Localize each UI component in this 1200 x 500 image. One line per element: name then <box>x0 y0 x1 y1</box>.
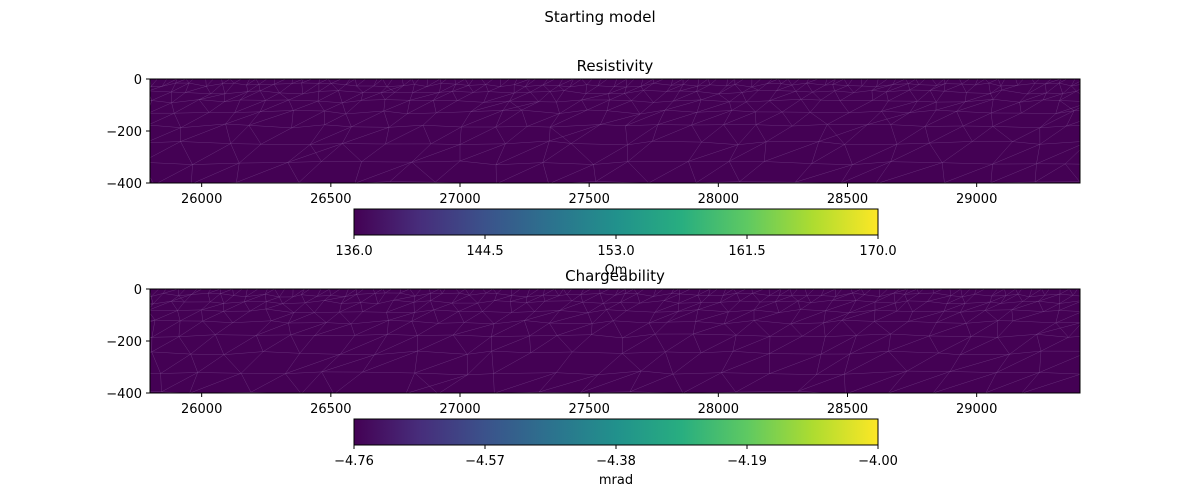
resistivity-colorbar-tick-label: 144.5 <box>466 244 503 259</box>
resistivity-mesh <box>150 79 1080 183</box>
resistivity-xtick-label: 27000 <box>439 192 480 207</box>
resistivity-ytick-label: −200 <box>106 125 142 140</box>
resistivity-colorbar <box>353 208 879 236</box>
resistivity-panel: Resistivity 26000 26500 27000 27500 28000 2850… <box>106 57 1081 278</box>
resistivity-xtick-label: 29000 <box>956 192 997 207</box>
chargeability-xtick-label: 28000 <box>698 402 739 417</box>
chargeability-colorbar-tick-label: −4.76 <box>334 454 374 469</box>
resistivity-xtick-label: 26500 <box>310 192 351 207</box>
chargeability-colorbar-tick-label: −4.00 <box>858 454 898 469</box>
chargeability-colorbar <box>353 418 879 446</box>
resistivity-colorbar-tick-label: 136.0 <box>335 244 372 259</box>
chargeability-colorbar-tick-label: −4.38 <box>596 454 636 469</box>
chargeability-colorbar-tick-label: −4.19 <box>727 454 767 469</box>
resistivity-xtick-label: 27500 <box>568 192 609 207</box>
chargeability-xtick-label: 28500 <box>827 402 868 417</box>
resistivity-title: Resistivity <box>577 57 654 75</box>
resistivity-field <box>150 79 1080 183</box>
resistivity-xtick-label: 26000 <box>181 192 222 207</box>
figure-title: Starting model <box>544 8 655 26</box>
chargeability-field <box>150 289 1080 393</box>
resistivity-colorbar-tick-label: 170.0 <box>859 244 896 259</box>
chargeability-xtick-label: 27500 <box>568 402 609 417</box>
chargeability-colorbar-label: mrad <box>599 473 633 488</box>
chargeability-xtick-label: 29000 <box>956 402 997 417</box>
resistivity-ytick-label: 0 <box>134 73 142 88</box>
resistivity-xtick-label: 28500 <box>827 192 868 207</box>
resistivity-colorbar-tick-label: 161.5 <box>728 244 765 259</box>
resistivity-xtick-label: 28000 <box>698 192 739 207</box>
resistivity-ytick-label: −400 <box>106 177 142 192</box>
chargeability-xtick-label: 27000 <box>439 402 480 417</box>
resistivity-colorbar-tick-label: 153.0 <box>597 244 634 259</box>
chargeability-ytick-label: −400 <box>106 387 142 402</box>
chargeability-ytick-label: −200 <box>106 335 142 350</box>
chargeability-panel: Chargeability 26000 26500 27000 27500 28000 28… <box>106 267 1081 488</box>
chargeability-ytick-label: 0 <box>134 283 142 298</box>
chargeability-xtick-label: 26500 <box>310 402 351 417</box>
resistivity-colorbar-label: Ωm <box>605 263 628 278</box>
chargeability-title: Chargeability <box>565 267 665 285</box>
chargeability-xtick-label: 26000 <box>181 402 222 417</box>
chargeability-colorbar-tick-label: −4.57 <box>465 454 505 469</box>
